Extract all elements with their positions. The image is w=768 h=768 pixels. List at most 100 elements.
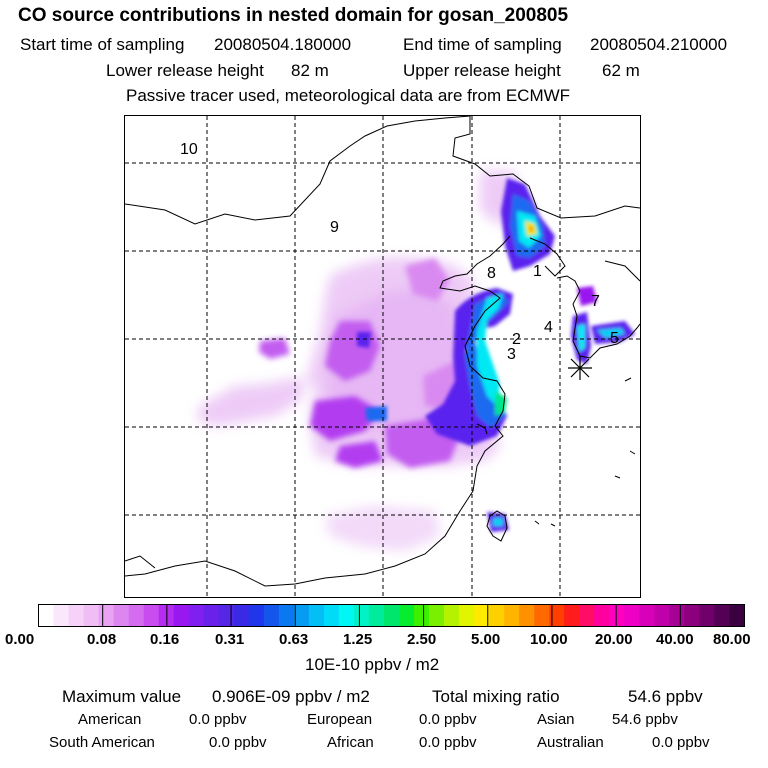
american-value: 0.0 ppbv xyxy=(189,711,247,728)
colorbar-cell xyxy=(654,604,670,627)
colorbar-cell xyxy=(549,604,565,627)
colorbar-cell xyxy=(564,604,580,627)
max-value-label: Maximum value xyxy=(62,687,182,706)
colorbar-cell xyxy=(338,604,355,627)
south-american-value: 0.0 ppbv xyxy=(209,734,267,751)
colorbar-cell xyxy=(323,604,340,627)
colorbar-cell xyxy=(383,604,400,627)
plot-title: CO source contributions in nested domain… xyxy=(18,5,569,26)
colorbar-cell xyxy=(579,604,595,627)
asian-label: Asian xyxy=(537,711,575,728)
colorbar-label-2: 0.16 xyxy=(150,631,180,648)
start-time-label: Start time of sampling xyxy=(20,35,185,54)
colorbar-label-10: 40.00 xyxy=(656,631,694,648)
region-label-7: 7 xyxy=(591,293,600,310)
total-mixing-label: Total mixing ratio xyxy=(432,687,560,706)
colorbar-cell xyxy=(203,604,220,627)
region-label-4: 4 xyxy=(544,319,553,336)
graticule xyxy=(125,116,640,597)
total-mixing-value: 54.6 ppbv xyxy=(628,687,703,706)
european-label: European xyxy=(307,711,373,728)
colorbar-label-8: 10.00 xyxy=(530,631,568,648)
colorbar-cell xyxy=(188,604,205,627)
colorbar-label-6: 2.50 xyxy=(407,631,437,648)
colorbar-cell xyxy=(669,604,685,627)
colorbar-cell xyxy=(414,604,430,627)
colorbar-cell xyxy=(639,604,655,627)
region-label-9: 9 xyxy=(330,219,339,236)
colorbar-label-1: 0.08 xyxy=(87,631,117,648)
lower-release-value: 82 m xyxy=(291,61,329,80)
colorbar-cell xyxy=(459,604,475,627)
coastlines xyxy=(125,116,640,587)
colorbar-cell xyxy=(308,604,325,627)
colorbar-cell xyxy=(594,604,610,627)
colorbar-cell xyxy=(353,604,370,627)
colorbar-cell xyxy=(158,604,174,627)
colorbar-label-3: 0.31 xyxy=(215,631,245,648)
colorbar-cell xyxy=(248,604,265,627)
colorbar-cell xyxy=(173,604,190,627)
region-label-5: 5 xyxy=(610,330,619,347)
colorbar-cell xyxy=(399,604,415,627)
region-label-3: 3 xyxy=(507,346,516,363)
colorbar-label-0: 0.00 xyxy=(5,631,35,648)
region-label-2: 2 xyxy=(512,331,521,348)
colorbar-cell xyxy=(68,604,84,627)
colorbar xyxy=(38,604,745,627)
start-time-value: 20080504.180000 xyxy=(214,35,352,54)
region-label-10: 10 xyxy=(180,141,198,158)
tracer-note: Passive tracer used, meteorological data… xyxy=(126,86,571,105)
colorbar-cell xyxy=(263,604,280,627)
colorbar-cell xyxy=(98,604,114,627)
colorbar-cell xyxy=(714,604,730,627)
colorbar-cell xyxy=(278,604,295,627)
colorbar-cell xyxy=(143,604,159,627)
colorbar-cell xyxy=(489,604,505,627)
european-value: 0.0 ppbv xyxy=(419,711,477,728)
colorbar-cell xyxy=(684,604,700,627)
australian-label: Australian xyxy=(537,734,604,751)
colorbar-cell xyxy=(429,604,445,627)
colorbar-cell xyxy=(128,604,144,627)
map-panel: 10 9 8 1 7 2 4 5 3 xyxy=(124,115,641,598)
colorbar-cell xyxy=(53,604,69,627)
colorbar-cell xyxy=(233,604,250,627)
colorbar-unit: 10E-10 ppbv / m2 xyxy=(305,655,440,674)
african-label: African xyxy=(327,734,374,751)
asian-value: 54.6 ppbv xyxy=(612,711,678,728)
colorbar-cell xyxy=(444,604,460,627)
colorbar-label-9: 20.00 xyxy=(595,631,633,648)
colorbar-cell xyxy=(474,604,490,627)
colorbar-cell xyxy=(368,604,385,627)
african-value: 0.0 ppbv xyxy=(419,734,477,751)
end-time-value: 20080504.210000 xyxy=(590,35,728,54)
colorbar-cell xyxy=(609,604,625,627)
receptor-marker-icon xyxy=(568,356,592,380)
colorbar-cell xyxy=(504,604,520,627)
colorbar-cell xyxy=(534,604,550,627)
colorbar-cell xyxy=(699,604,715,627)
american-label: American xyxy=(78,711,142,728)
plume-mid xyxy=(259,258,470,468)
colorbar-label-5: 1.25 xyxy=(343,631,373,648)
colorbar-cell xyxy=(293,604,310,627)
max-value: 0.906E-09 ppbv / m2 xyxy=(212,687,370,706)
colorbar-label-11: 80.00 xyxy=(713,631,751,648)
region-label-1: 1 xyxy=(533,263,542,280)
colorbar-cell xyxy=(729,604,745,627)
australian-value: 0.0 ppbv xyxy=(652,734,710,751)
south-american-label: South American xyxy=(49,734,155,751)
colorbar-cell xyxy=(218,604,235,627)
colorbar-cell xyxy=(519,604,535,627)
lower-release-label: Lower release height xyxy=(106,61,264,80)
contour-map: 10 9 8 1 7 2 4 5 3 xyxy=(125,116,640,597)
colorbar-label-7: 5.00 xyxy=(471,631,501,648)
colorbar-cell xyxy=(38,604,54,627)
upper-release-value: 62 m xyxy=(602,61,640,80)
end-time-label: End time of sampling xyxy=(403,35,562,54)
colorbar-cell xyxy=(624,604,640,627)
colorbar-cell xyxy=(113,604,129,627)
colorbar-label-4: 0.63 xyxy=(279,631,309,648)
region-label-8: 8 xyxy=(487,265,496,282)
